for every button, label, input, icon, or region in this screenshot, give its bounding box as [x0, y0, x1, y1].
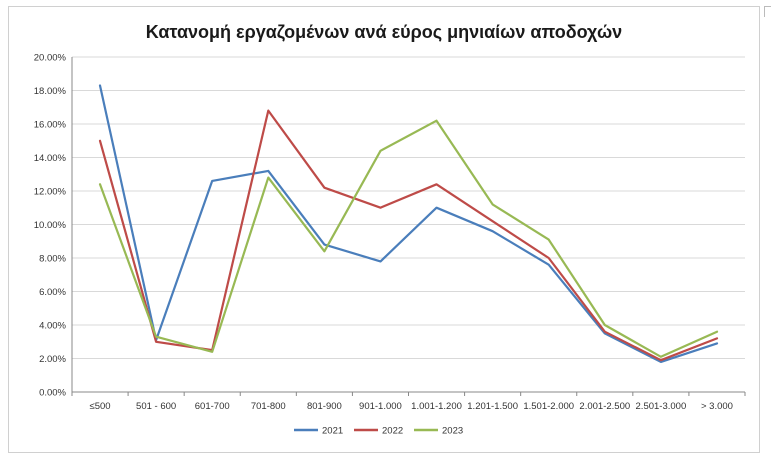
chart-area [8, 6, 760, 453]
y-tick-label: 4.00% [39, 321, 66, 332]
series-lines [98, 84, 719, 363]
x-tick-label: 801-900 [307, 401, 342, 412]
y-tick-label: 18.00% [34, 86, 67, 97]
y-tick-label: 0.00% [39, 388, 66, 399]
y-tick-label: 6.00% [39, 287, 66, 298]
frame-corner-mark [764, 6, 771, 17]
y-axis-ticks: 0.00% 2.00% 4.00% 6.00% 8.00% 10.00% 12.00% 14.… [34, 53, 67, 399]
y-tick-label: 10.00% [34, 220, 67, 231]
x-tick-label: ≤500 [90, 401, 111, 412]
x-tick-label: 601-700 [195, 401, 230, 412]
y-tick-label: 2.00% [39, 354, 66, 365]
x-tick-label: 701-800 [251, 401, 286, 412]
x-tick-label: 2.501-3.000 [636, 401, 687, 412]
x-axis-ticks: ≤500 501 - 600 601-700 701-800 801-900 901-1.… [71, 392, 746, 412]
series-line-2023 [98, 119, 719, 358]
legend-label-2021: 2021 [322, 426, 343, 437]
legend-label-2022: 2022 [382, 426, 403, 437]
x-tick-label: 901-1.000 [359, 401, 402, 412]
x-tick-label: 501 - 600 [136, 401, 176, 412]
y-tick-label: 14.00% [34, 153, 67, 164]
chart-title: Κατανομή εργαζομένων ανά εύρος μηνιαίων … [146, 22, 622, 43]
x-tick-label: 1.001-1.200 [411, 401, 462, 412]
y-tick-label: 12.00% [34, 187, 67, 198]
x-tick-label: > 3.000 [701, 401, 733, 412]
y-tick-label: 20.00% [34, 53, 67, 64]
x-tick-label: 2.001-2.500 [579, 401, 630, 412]
x-tick-label: 1.501-2.000 [523, 401, 574, 412]
series-line-2021 [98, 84, 719, 363]
y-tick-label: 16.00% [34, 120, 67, 131]
grid-lines [71, 56, 745, 393]
y-tick-label: 8.00% [39, 254, 66, 265]
x-tick-label: 1.201-1.500 [467, 401, 518, 412]
legend-label-2023: 2023 [442, 426, 463, 437]
legend: 2021 2022 2023 [294, 426, 463, 437]
